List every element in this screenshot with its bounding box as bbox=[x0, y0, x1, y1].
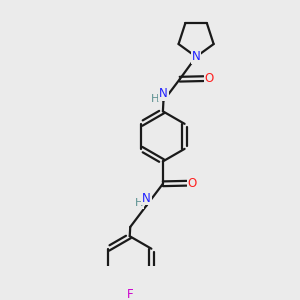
Text: N: N bbox=[192, 50, 200, 63]
Text: H: H bbox=[151, 94, 160, 104]
Text: O: O bbox=[188, 177, 197, 190]
Text: H: H bbox=[134, 198, 143, 208]
Text: N: N bbox=[159, 87, 168, 100]
Text: O: O bbox=[205, 72, 214, 85]
Text: N: N bbox=[142, 191, 151, 205]
Text: F: F bbox=[126, 288, 133, 300]
